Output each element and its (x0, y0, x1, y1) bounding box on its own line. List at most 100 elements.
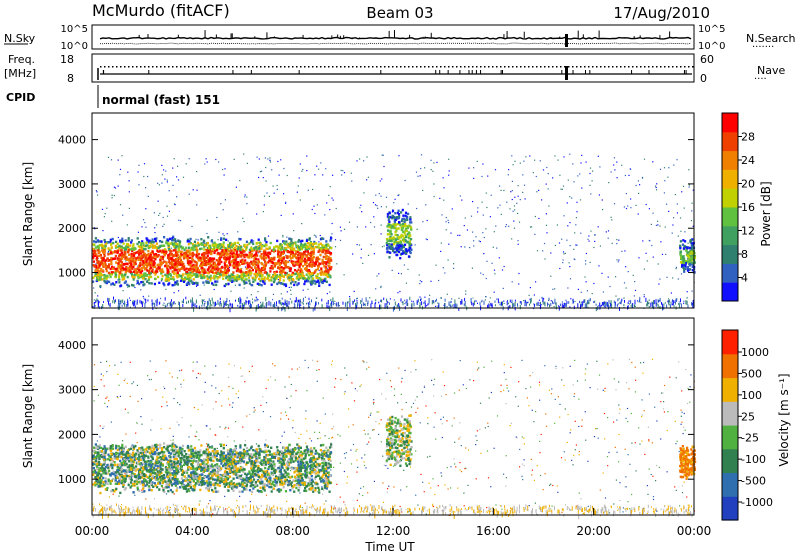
echo-cell (689, 239, 693, 242)
echo-cell (196, 275, 199, 278)
echo-cell (230, 249, 233, 252)
echo-cell (219, 273, 222, 276)
scatter-point (511, 190, 513, 192)
echo-cell (407, 255, 411, 258)
scatter-point (143, 163, 146, 165)
ground-echo-point (308, 306, 310, 308)
ground-echo-point (587, 306, 589, 308)
echo-cell (260, 277, 263, 280)
echo-cell (225, 253, 228, 256)
echo-cell (95, 266, 98, 269)
scatter-point (166, 215, 169, 217)
echo-cell (147, 250, 150, 253)
echo-cell (410, 228, 413, 231)
echo-cell (392, 236, 395, 239)
echo-cell (165, 241, 168, 244)
echo-cell (388, 226, 391, 229)
echo-cell (175, 246, 178, 249)
echo-cell (397, 246, 400, 250)
scatter-point (564, 408, 566, 410)
scatter-point (332, 199, 334, 201)
echo-cell (393, 251, 396, 254)
scatter-point (350, 172, 352, 174)
scatter-point (657, 224, 659, 226)
scatter-point (621, 250, 623, 252)
echo-cell (282, 261, 285, 264)
ground-echo-point (561, 303, 563, 308)
scatter-point (613, 503, 615, 505)
scatter-point (484, 299, 486, 301)
echo-cell (326, 275, 330, 278)
echo-cell (248, 248, 251, 252)
ground-echo-point (217, 300, 219, 304)
scatter-point (513, 220, 515, 222)
scatter-point (573, 454, 575, 457)
echo-cell (286, 275, 289, 278)
scatter-point (138, 184, 140, 186)
nave-dot (528, 66, 530, 68)
echo-cell (260, 247, 263, 250)
echo-cell (138, 253, 141, 256)
scatter-point (648, 468, 650, 470)
scatter-point (410, 371, 412, 373)
scatter-point (330, 364, 333, 366)
scatter-point (567, 413, 569, 416)
echo-cell (285, 256, 288, 259)
scatter-point (635, 184, 637, 187)
echo-cell (277, 253, 280, 256)
scatter-point (257, 252, 259, 254)
scatter-point (517, 243, 519, 245)
scatter-point (501, 269, 504, 271)
scatter-point (657, 263, 659, 265)
ground-echo-point (170, 301, 172, 306)
echo-cell (297, 254, 300, 257)
echo-cell (263, 271, 266, 274)
echo-cell (185, 256, 188, 259)
ground-echo-point (102, 303, 104, 309)
echo-cell (124, 256, 127, 259)
echo-cell (187, 263, 190, 266)
scatter-point (375, 194, 377, 196)
echo-cell (191, 267, 194, 270)
scatter-point (618, 239, 620, 241)
scatter-point (378, 273, 380, 275)
echo-cell (312, 250, 315, 253)
scatter-point (625, 476, 627, 478)
echo-cell (181, 279, 184, 282)
echo-cell (228, 263, 231, 266)
ground-echo-point (593, 301, 595, 303)
echo-cell (107, 253, 110, 256)
echo-cell (257, 258, 260, 261)
scatter-point (134, 286, 136, 289)
echo-cell (256, 254, 259, 257)
scatter-point (97, 295, 99, 297)
echo-cell (150, 282, 153, 285)
echo-cell (200, 257, 203, 260)
scatter-point (496, 415, 499, 417)
scatter-point (216, 216, 218, 219)
echo-cell (204, 263, 207, 267)
nave-dot (456, 66, 458, 68)
echo-cell (299, 244, 302, 247)
echo-cell (234, 264, 237, 267)
ground-echo-point (375, 302, 377, 304)
nave-dot (380, 66, 382, 68)
echo-cell (168, 282, 171, 285)
scatter-point (104, 213, 106, 215)
echo-cell (679, 247, 682, 250)
echo-cell (170, 263, 174, 267)
echo-cell (278, 274, 282, 277)
ground-echo-point (670, 304, 672, 309)
scatter-point (624, 174, 626, 177)
ground-echo-point (503, 303, 505, 304)
nave-dot (372, 66, 374, 68)
scatter-point (119, 174, 121, 176)
echo-cell (167, 277, 170, 280)
echo-cell (401, 228, 404, 231)
echo-cell (177, 267, 180, 271)
nave-dot (548, 66, 550, 68)
echo-cell (112, 266, 115, 269)
ground-echo-point (299, 299, 301, 305)
echo-cell (163, 254, 166, 257)
